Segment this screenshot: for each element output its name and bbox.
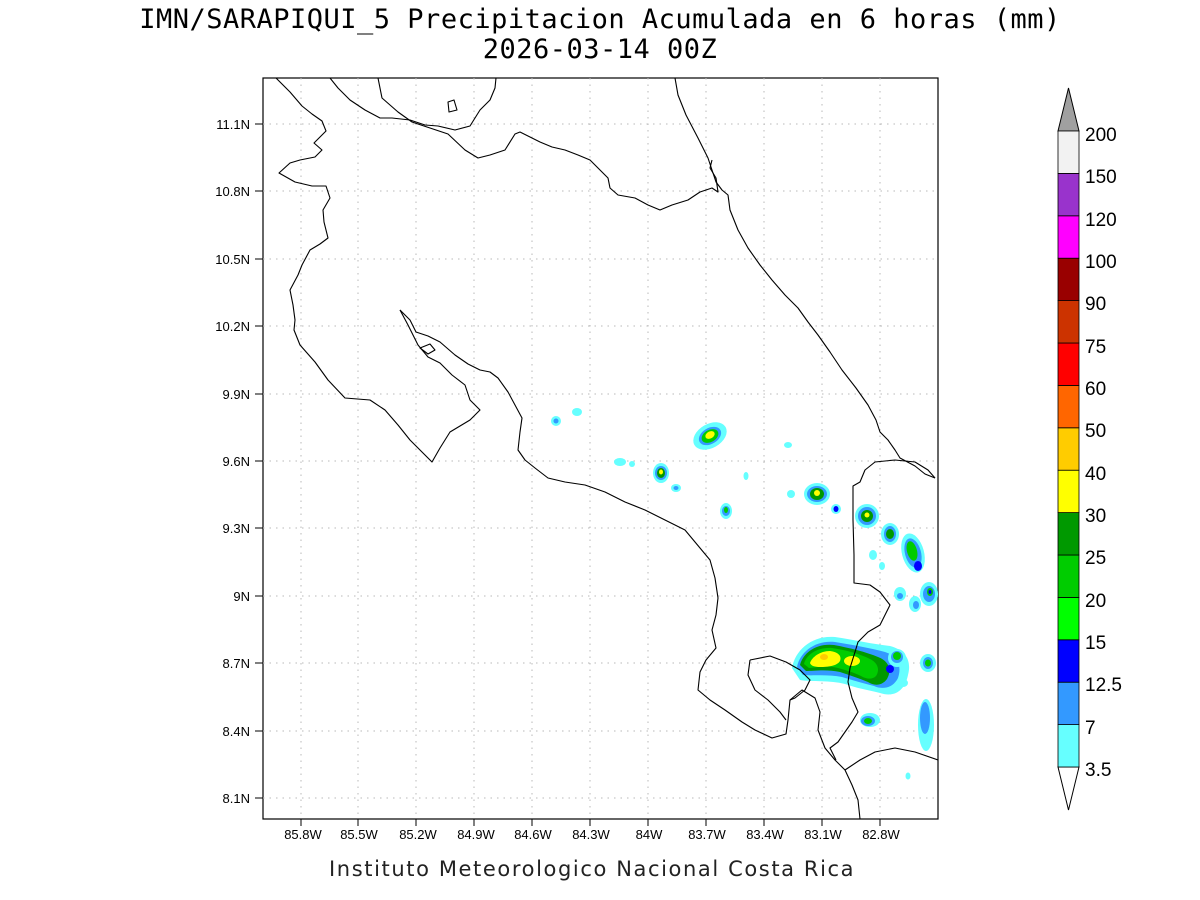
map-title: IMN/SARAPIQUI_5 Precipitacion Acumulada … [139, 4, 1061, 35]
colorbar-swatch [1057, 681, 1080, 726]
colorbar-swatch [1057, 130, 1080, 174]
y-tick-label: 11.1N [216, 117, 250, 132]
lake-nicaragua-south [377, 78, 719, 211]
precip-cell-southeast [792, 636, 936, 780]
colorbar-label-150: 150 [1085, 167, 1117, 188]
footer-credit: Instituto Meteorologico Nacional Costa R… [329, 857, 856, 881]
x-tick-label: 85.2W [399, 827, 437, 842]
x-tick-label: 84.3W [572, 827, 610, 842]
y-tick-label: 10.5N [215, 252, 250, 267]
colorbar-label-120: 120 [1085, 210, 1117, 231]
x-tick-label: 85.8W [284, 827, 322, 842]
colorbar-label-20: 20 [1085, 591, 1106, 612]
x-tick-label: 85.5W [340, 827, 378, 842]
precip-field [551, 408, 938, 780]
precip-cell-central [653, 422, 792, 519]
colorbar-swatch [1057, 724, 1080, 768]
nicaragua-coast [275, 78, 481, 463]
x-tick-label: 83.7W [688, 827, 726, 842]
colorbar-swatch [1057, 300, 1080, 344]
x-tick-label: 84W [636, 827, 663, 842]
colorbar-swatch [1057, 257, 1080, 302]
colorbar-swatch [1057, 554, 1080, 598]
colorbar-label-15: 15 [1085, 633, 1106, 654]
colorbar-swatch [1057, 215, 1080, 259]
caribbean-coast [674, 78, 936, 479]
colorbar-label-60: 60 [1085, 379, 1106, 400]
colorbar-label-25: 25 [1085, 548, 1106, 569]
y-tick-label: 8.7N [223, 656, 250, 671]
x-tick-label: 83.4W [746, 827, 784, 842]
colorbar-swatch [1057, 639, 1080, 683]
colorbar-swatch [1057, 342, 1080, 386]
x-tick-label: 83.1W [804, 827, 842, 842]
plot-frame [262, 77, 939, 820]
colorbar-top-arrow [1057, 87, 1080, 132]
colorbar-label-100: 100 [1085, 252, 1117, 273]
lake-nicaragua-north [329, 78, 497, 131]
colorbar-label-12.5: 12.5 [1085, 675, 1122, 696]
colorbar: 3.5 7 12.5 15 20 25 30 40 50 60 75 90 10… [1057, 87, 1122, 811]
map-subtitle-date: 2026-03-14 00Z [482, 34, 718, 65]
y-tick-label: 9.3N [223, 521, 250, 536]
colorbar-label-75: 75 [1085, 337, 1106, 358]
y-tick-label: 9N [233, 589, 250, 604]
small-island-nw [447, 99, 458, 113]
colorbar-swatch [1057, 597, 1080, 641]
colorbar-label-7: 7 [1085, 718, 1096, 739]
x-tick-label: 84.6W [514, 827, 552, 842]
colorbar-bottom-arrow [1057, 766, 1080, 811]
colorbar-label-30: 30 [1085, 506, 1106, 527]
panama-south-coast [844, 747, 938, 771]
y-tick-label: 9.6N [223, 454, 250, 469]
x-tick-label: 84.9W [457, 827, 495, 842]
colorbar-swatch [1057, 512, 1080, 556]
x-tick-label: 82.8W [862, 827, 900, 842]
y-tick-label: 9.9N [223, 387, 250, 402]
y-axis: 11.1N 10.8N 10.5N 10.2N 9.9N 9.6N 9.3N 9… [215, 117, 263, 806]
precip-cell-east [787, 483, 938, 612]
x-axis: 85.8W 85.5W 85.2W 84.9W 84.6W 84.3W 84W … [284, 819, 901, 842]
osa-peninsula [747, 655, 811, 721]
colorbar-label-3.5: 3.5 [1085, 760, 1111, 781]
nicoya-island [419, 343, 436, 355]
colorbar-swatch [1057, 469, 1080, 514]
colorbar-label-40: 40 [1085, 464, 1106, 485]
colorbar-swatch [1057, 384, 1080, 429]
y-tick-label: 10.2N [215, 319, 250, 334]
colorbar-swatch [1057, 172, 1080, 217]
precip-cell-nw [551, 408, 635, 467]
colorbar-swatch [1057, 427, 1080, 471]
y-tick-label: 8.4N [223, 724, 250, 739]
nicoya-gulf-coast [399, 309, 861, 819]
colorbar-label-200: 200 [1085, 125, 1117, 146]
colorbar-label-50: 50 [1085, 421, 1106, 442]
coastlines-borders [275, 78, 938, 819]
y-tick-label: 10.8N [215, 184, 250, 199]
y-tick-label: 8.1N [223, 791, 250, 806]
colorbar-label-90: 90 [1085, 294, 1106, 315]
panama-border [829, 459, 936, 761]
